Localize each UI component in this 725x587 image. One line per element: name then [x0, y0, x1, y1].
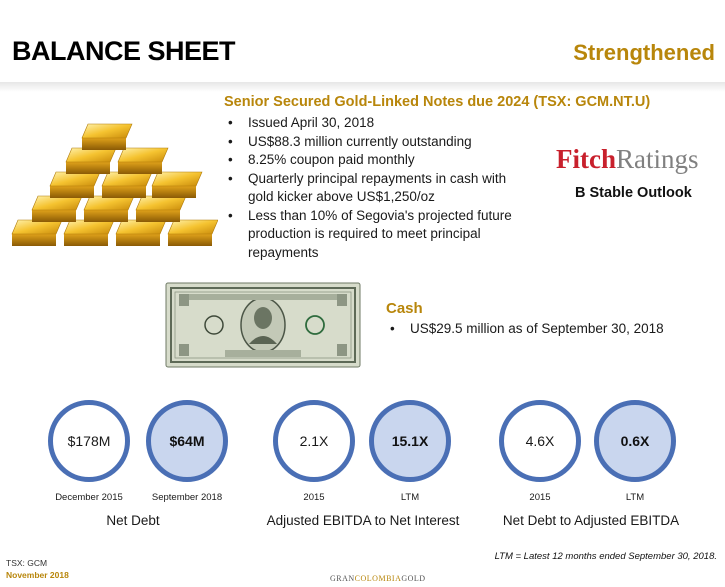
- gold-bar-side: [12, 234, 56, 246]
- header-divider: [0, 82, 725, 92]
- metric-circle-before: 2.1X: [273, 400, 355, 482]
- gold-bar-side: [168, 234, 212, 246]
- metric-period-label: LTM: [625, 492, 645, 503]
- metric-period-label: December 2015: [55, 492, 123, 503]
- gold-bar-top: [11, 219, 63, 235]
- page-subtitle: Strengthened: [573, 40, 715, 65]
- gold-bar-top: [65, 147, 117, 163]
- brand-part1: GRAN: [330, 574, 355, 583]
- notes-bullet-list: Issued April 30, 2018 US$88.3 million cu…: [224, 114, 524, 262]
- gold-bar-top: [151, 171, 203, 187]
- gold-bar-side: [50, 186, 94, 198]
- rating-outlook: B Stable Outlook: [575, 185, 692, 201]
- list-item: US$88.3 million currently outstanding: [224, 133, 524, 152]
- list-item: 8.25% coupon paid monthly: [224, 151, 524, 170]
- gold-bar-top: [81, 123, 133, 139]
- metric-period-label: 2015: [303, 492, 325, 503]
- fitch-logo-part2: Ratings: [616, 144, 699, 174]
- gold-bar-top: [117, 147, 169, 163]
- page-title: BALANCE SHEET: [12, 36, 236, 66]
- gold-bar-top: [167, 219, 218, 235]
- metric-circle-before: 4.6X: [499, 400, 581, 482]
- gold-bar-side: [66, 162, 110, 174]
- fitch-ratings-logo: FitchRatings: [556, 144, 699, 175]
- gold-bar-side: [82, 138, 126, 150]
- gold-bar-top: [115, 219, 167, 235]
- metric-group-label: Adjusted EBITDA to Net Interest: [266, 513, 460, 528]
- gold-bar-top: [101, 171, 153, 187]
- metric-circle-after: 0.6X: [594, 400, 676, 482]
- list-item: Less than 10% of Segovia's projected fut…: [224, 207, 524, 263]
- cash-heading: Cash: [386, 300, 423, 317]
- ltm-footnote: LTM = Latest 12 months ended September 3…: [494, 551, 717, 562]
- gold-bar-top: [135, 195, 187, 211]
- metric-group-label: Net Debt to Adjusted EBITDA: [502, 513, 680, 528]
- cash-bullet-list: US$29.5 million as of September 30, 2018: [386, 320, 664, 338]
- brand-part3: GOLD: [401, 574, 426, 583]
- gold-bar-top: [63, 219, 115, 235]
- gold-bar-side: [84, 210, 128, 222]
- company-logo: GRANCOLOMBIAGOLD: [330, 574, 426, 583]
- gold-bar-side: [116, 234, 160, 246]
- brand-part2: COLOMBIA: [354, 574, 402, 583]
- date-label: November 2018: [6, 570, 69, 580]
- metric-period-label: LTM: [400, 492, 420, 503]
- metric-group-label: Net Debt: [106, 513, 160, 528]
- gold-bar-top: [83, 195, 135, 211]
- metric-circle-after: $64M: [146, 400, 228, 482]
- gold-bar-side: [102, 186, 146, 198]
- gold-bars-image: [11, 123, 218, 246]
- metric-period-label: 2015: [529, 492, 551, 503]
- gold-bar-side: [32, 210, 76, 222]
- notes-heading: Senior Secured Gold-Linked Notes due 202…: [224, 94, 651, 110]
- list-item: US$29.5 million as of September 30, 2018: [386, 320, 664, 338]
- dollar-bill-image: [165, 282, 361, 368]
- ticker-label: TSX: GCM: [6, 558, 48, 568]
- gold-bar-side: [118, 162, 162, 174]
- gold-bar-side: [64, 234, 108, 246]
- list-item: Quarterly principal repayments in cash w…: [224, 170, 524, 207]
- metric-period-label: September 2018: [151, 492, 223, 503]
- gold-bar-side: [152, 186, 196, 198]
- metric-circle-before: $178M: [48, 400, 130, 482]
- list-item: Issued April 30, 2018: [224, 114, 524, 133]
- metric-circle-after: 15.1X: [369, 400, 451, 482]
- gold-bar-side: [136, 210, 180, 222]
- gold-bar-top: [49, 171, 101, 187]
- gold-bar-top: [31, 195, 83, 211]
- fitch-logo-part1: Fitch: [556, 144, 616, 174]
